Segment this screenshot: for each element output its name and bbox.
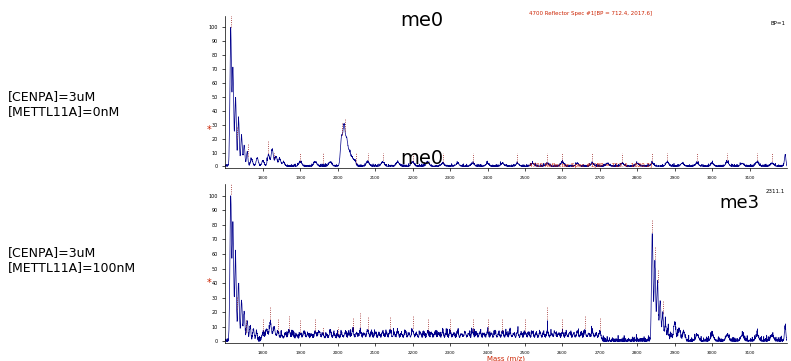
Text: *: * <box>207 125 212 135</box>
Text: me0: me0 <box>400 149 444 168</box>
Text: [CENPA]=3uM
[METTL11A]=0nM: [CENPA]=3uM [METTL11A]=0nM <box>8 90 120 118</box>
Text: [CENPA]=3uM
[METTL11A]=100nM: [CENPA]=3uM [METTL11A]=100nM <box>8 246 136 274</box>
Text: *: * <box>207 278 212 288</box>
Text: me3: me3 <box>720 193 760 212</box>
Text: BP=1: BP=1 <box>770 21 785 26</box>
Text: 4700 Reflector Spec #1[BP = 713.4, 1620.2]: 4700 Reflector Spec #1[BP = 713.4, 1620.… <box>529 163 652 168</box>
Text: me0: me0 <box>400 11 444 30</box>
Text: 4700 Reflector Spec #1[BP = 712.4, 2017.6]: 4700 Reflector Spec #1[BP = 712.4, 2017.… <box>529 11 652 16</box>
Text: 2311.1: 2311.1 <box>766 189 785 194</box>
X-axis label: Mass (m/z): Mass (m/z) <box>487 356 525 361</box>
